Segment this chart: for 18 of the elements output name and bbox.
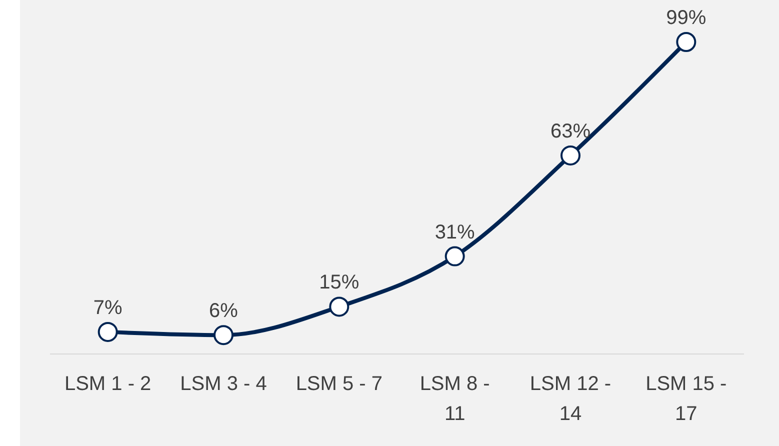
- x-tick-label: LSM 12 - 14: [530, 373, 612, 425]
- data-label: 7%: [93, 296, 123, 319]
- data-label: 15%: [319, 272, 360, 294]
- point: [214, 325, 234, 346]
- data-label: 31%: [434, 221, 476, 244]
- x-tick-label: LSM 3 - 4: [180, 373, 267, 395]
- x-tick-label: LSM 1 - 2: [64, 373, 152, 395]
- point: [444, 246, 465, 266]
- x-tick-label: LSM 8 - 11: [420, 373, 490, 425]
- data-label: 63%: [550, 120, 591, 142]
- data-label: 6%: [209, 300, 238, 322]
- x-tick-label: LSM 5 - 7: [296, 373, 383, 395]
- x-tick-label: LSM 15 - 17: [646, 373, 727, 425]
- point: [560, 145, 580, 166]
- point: [676, 32, 696, 52]
- data-label: 99%: [666, 7, 706, 29]
- point: [329, 296, 350, 317]
- point: [98, 322, 118, 342]
